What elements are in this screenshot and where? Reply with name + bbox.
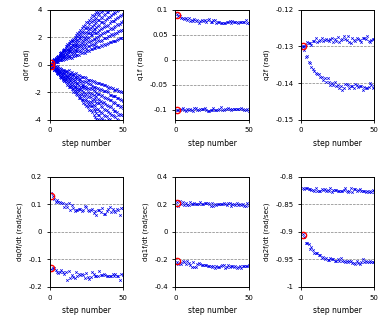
Y-axis label: dq0f/dt (rad/sec): dq0f/dt (rad/sec) <box>16 202 23 261</box>
X-axis label: step number: step number <box>188 139 236 148</box>
Y-axis label: q2f (rad): q2f (rad) <box>263 50 270 80</box>
X-axis label: step number: step number <box>313 306 362 315</box>
Y-axis label: q0f (rad): q0f (rad) <box>23 50 29 80</box>
Y-axis label: dq1f/dt (rad/sec): dq1f/dt (rad/sec) <box>142 202 149 261</box>
X-axis label: step number: step number <box>62 139 111 148</box>
X-axis label: step number: step number <box>62 306 111 315</box>
X-axis label: step number: step number <box>313 139 362 148</box>
Y-axis label: q1f (rad): q1f (rad) <box>138 50 144 80</box>
X-axis label: step number: step number <box>188 306 236 315</box>
Y-axis label: dq2f/dt (rad/sec): dq2f/dt (rad/sec) <box>264 203 270 261</box>
